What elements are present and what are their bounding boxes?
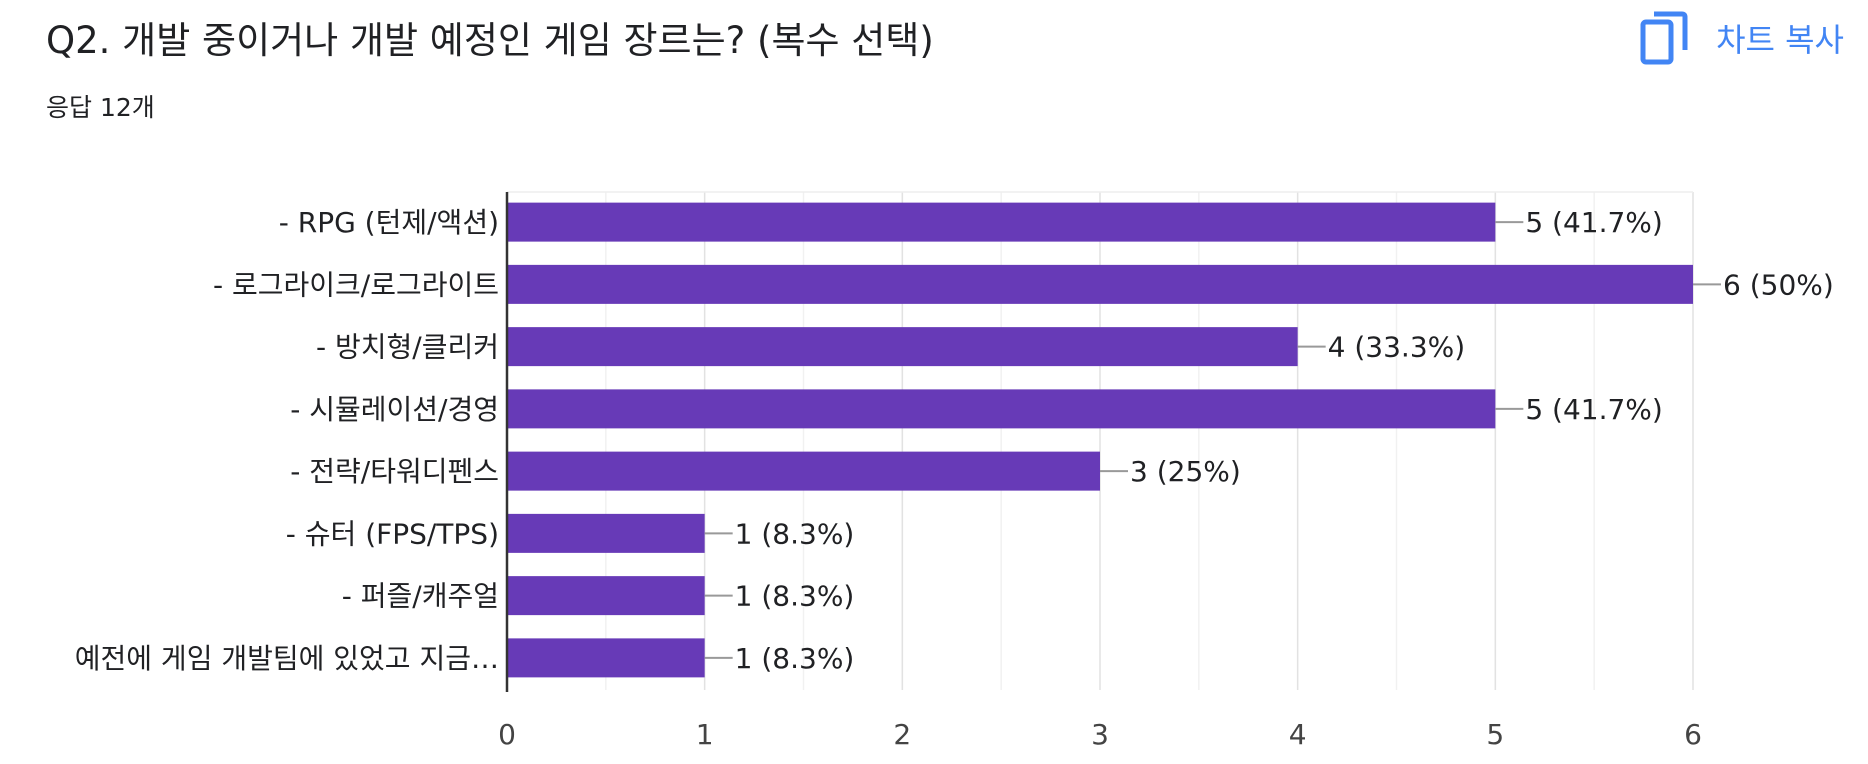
bar — [507, 327, 1298, 367]
x-tick-label: 4 — [1289, 718, 1307, 751]
x-tick-label: 1 — [696, 718, 714, 751]
category-label: - 전략/타워디펜스 — [290, 455, 499, 488]
x-tick-label: 0 — [498, 718, 516, 751]
category-label: - 방치형/클리커 — [316, 331, 499, 364]
x-tick-label: 5 — [1486, 718, 1504, 751]
category-label: - 슈터 (FPS/TPS) — [286, 517, 499, 550]
bar — [507, 638, 705, 678]
copy-icon — [1640, 11, 1688, 65]
x-tick-label: 6 — [1684, 718, 1702, 751]
category-label: - 시뮬레이션/경영 — [290, 393, 499, 426]
data-label: 6 (50%) — [1723, 268, 1834, 301]
data-label: 1 (8.3%) — [735, 517, 855, 550]
bar — [507, 513, 705, 553]
response-count: 응답 12개 — [46, 93, 155, 122]
bar — [507, 451, 1100, 491]
data-label: 1 (8.3%) — [735, 642, 855, 675]
data-label: 1 (8.3%) — [735, 580, 855, 613]
data-label: 4 (33.3%) — [1328, 331, 1466, 364]
data-label: 5 (41.7%) — [1525, 393, 1663, 426]
copy-chart-button[interactable]: 차트 복사 — [1640, 8, 1844, 68]
x-tick-label: 3 — [1091, 718, 1109, 751]
page-title: Q2. 개발 중이거나 개발 예정인 게임 장르는? (복수 선택) — [46, 19, 934, 62]
category-label: - 퍼즐/캐주얼 — [342, 580, 499, 613]
bar — [507, 264, 1693, 304]
category-label: 예전에 게임 개발팀에 있었고 지금… — [75, 642, 499, 675]
data-label: 5 (41.7%) — [1525, 206, 1663, 239]
category-label: - 로그라이크/로그라이트 — [213, 268, 499, 301]
x-tick-label: 2 — [893, 718, 911, 751]
copy-chart-label: 차트 복사 — [1716, 21, 1844, 59]
category-label: - RPG (턴제/액션) — [279, 206, 499, 239]
bar — [507, 389, 1496, 429]
bar — [507, 576, 705, 616]
bar — [507, 202, 1496, 242]
data-label: 3 (25%) — [1130, 455, 1241, 488]
